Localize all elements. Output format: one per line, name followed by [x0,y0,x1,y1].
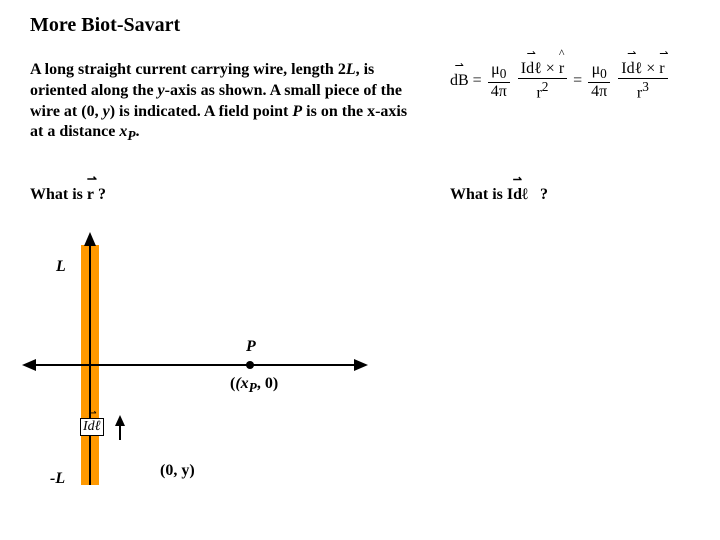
var-y2: y [103,103,110,120]
var-L: L [346,61,356,78]
txt: A long straight current carrying wire, l… [30,61,346,78]
equals: = [473,72,486,89]
biot-savart-equation: ⇀dB = μ0 4π ⇀Idℓ × ^r r2 = μ0 4π ⇀Idℓ × … [450,60,690,102]
question-1: What is ⇀r ? [30,186,106,204]
wire-diagram: L -L P ((xP, 0) (0, y) ⇀Idℓ [20,230,380,510]
equals2: = [573,72,586,89]
idl-box: ⇀Idℓ [80,418,104,436]
r-hat-icon: ⇀r [87,186,94,204]
point-p-icon [246,361,254,369]
y-axis-arrowhead-icon [84,232,96,246]
q1-suffix: ? [98,186,106,203]
x-axis-arrowhead-left-icon [22,359,36,371]
q2-prefix: What is [450,186,507,203]
label-P: P [246,338,256,356]
label-minus-L: -L [50,470,65,488]
var-y: y [158,82,165,99]
label-xp0: ((xP, 0) [230,375,278,396]
idl-cross-r-over-r3: ⇀Idℓ × ⇀r r3 [618,60,667,102]
var-P: P [292,103,302,120]
txt: . [135,123,139,140]
question-2: What is ⇀Idℓ ? [450,186,548,204]
txt: ) is indicated. A field point [110,103,293,120]
q1-prefix: What is [30,186,87,203]
x-axis-arrowhead-right-icon [354,359,368,371]
idl-cross-rhat-over-r2: ⇀Idℓ × ^r r2 [518,60,567,102]
idl-vec-icon: ⇀Idℓ [507,186,528,204]
page-title: More Biot-Savart [30,14,180,37]
mu0-over-4pi-2: μ0 4π [588,61,610,101]
diagram-svg [20,230,380,510]
q2-suffix: ? [536,186,548,203]
mu0-over-4pi: μ0 4π [488,61,510,101]
label-0y: (0, y) [160,462,195,480]
label-L: L [56,258,66,276]
idl-arrowhead-icon [115,415,125,426]
problem-statement: A long straight current carrying wire, l… [30,60,410,145]
dB-vec: ⇀dB [450,72,469,90]
